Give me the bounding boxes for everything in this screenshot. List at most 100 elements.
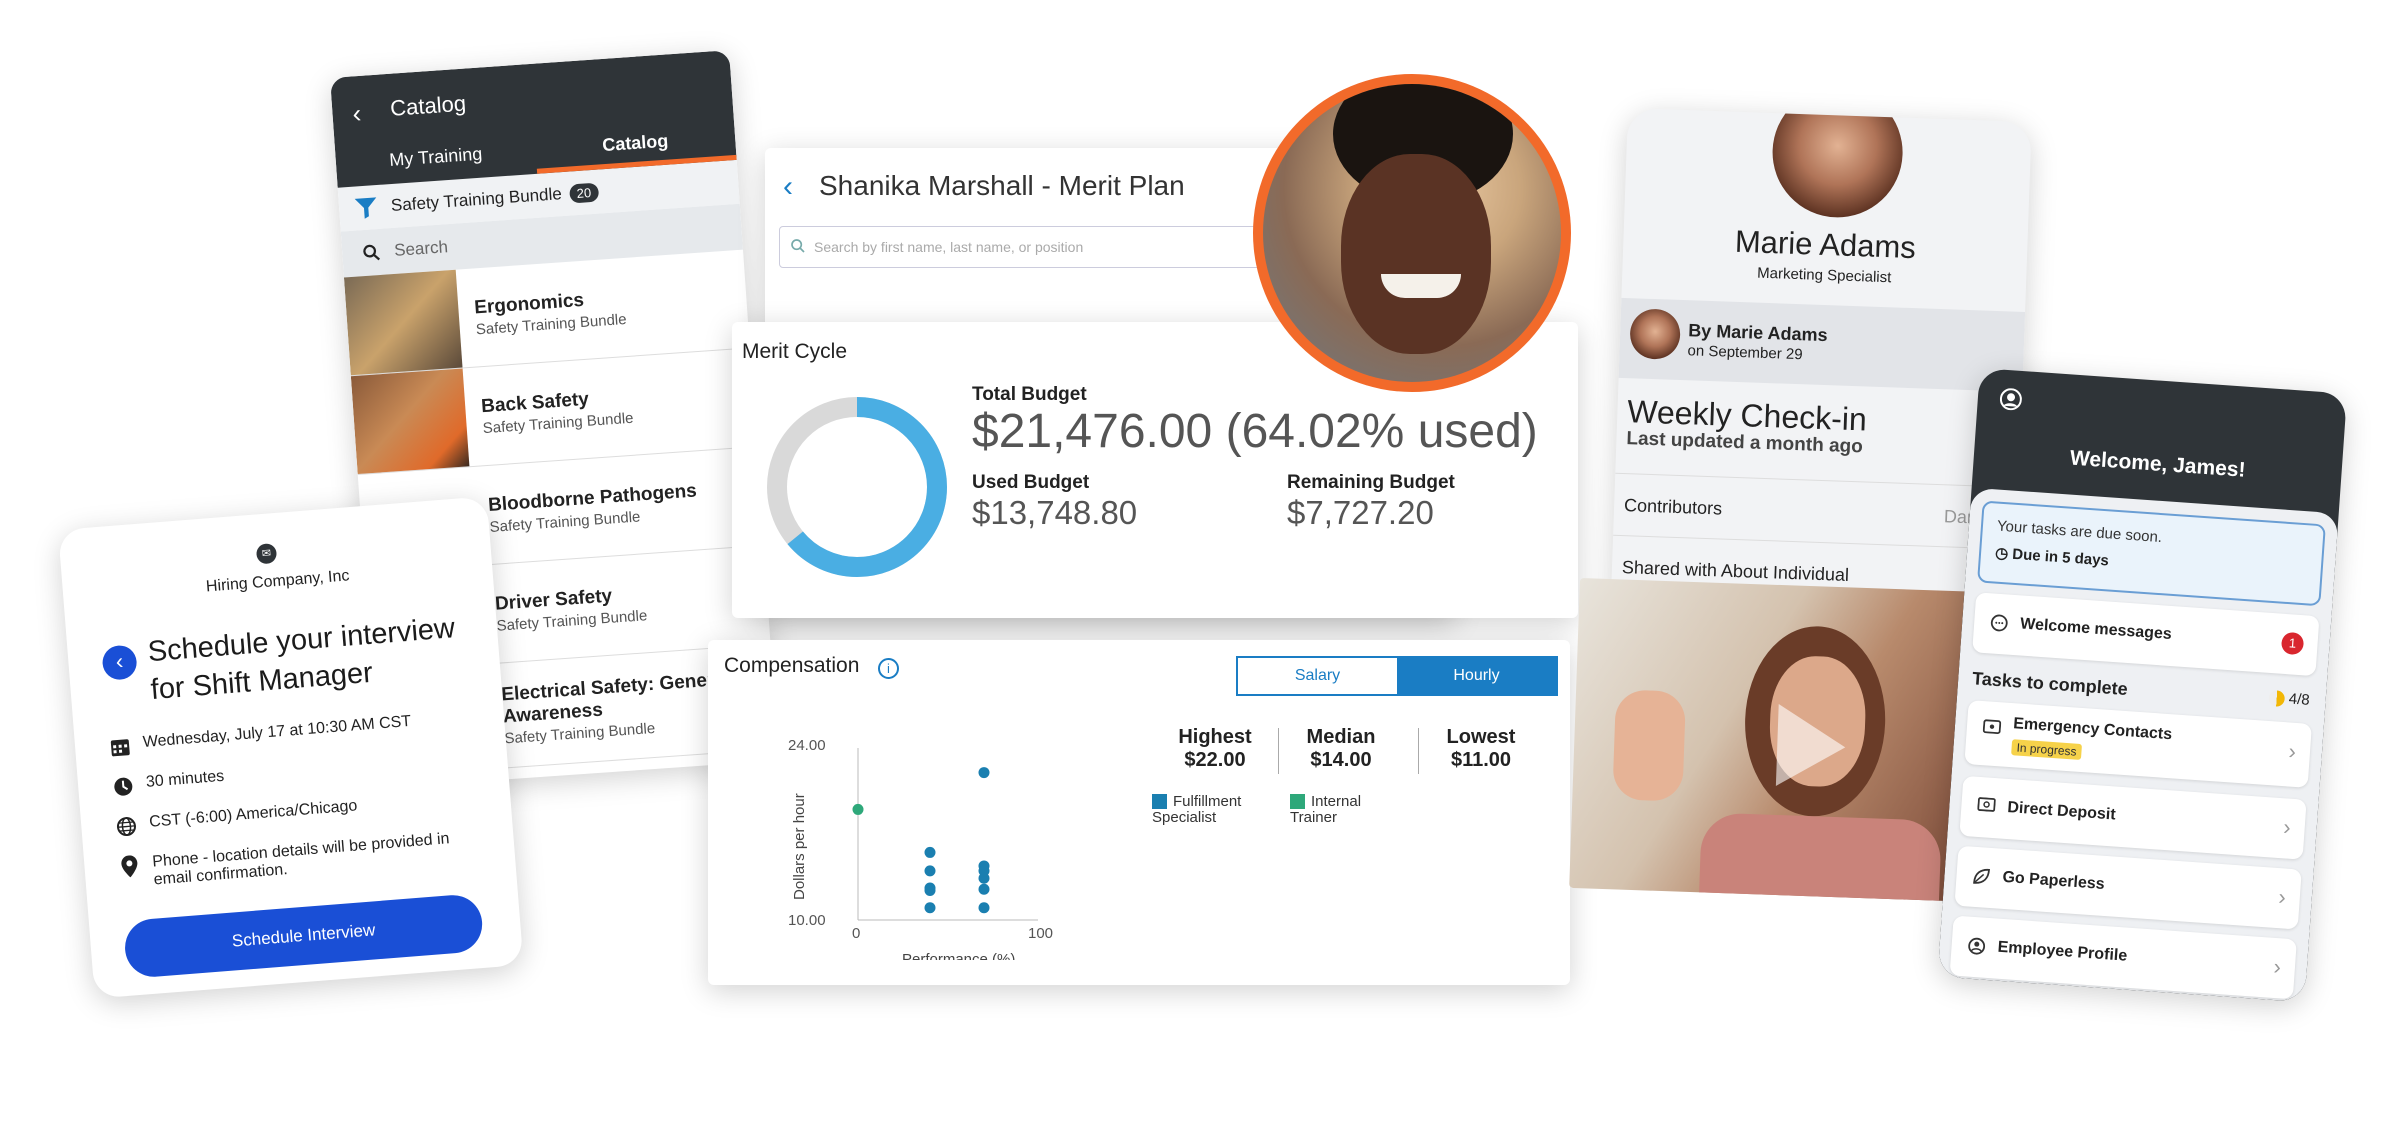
back-button[interactable]: ‹ xyxy=(101,644,138,681)
tasks-title: Tasks to complete xyxy=(1971,668,2129,700)
used-percentage: (64.02% used) xyxy=(1225,405,1538,458)
chevron-right-icon: › xyxy=(2277,884,2287,910)
page-title: Shanika Marshall - Merit Plan xyxy=(819,170,1185,201)
tile-label: Go Paperless xyxy=(2001,868,2106,893)
employee-portrait-photo xyxy=(1253,74,1571,392)
task-tile[interactable]: Direct Deposit › xyxy=(1959,775,2307,860)
welcome-messages-tile[interactable]: Welcome messages 1 xyxy=(1972,592,2320,677)
filter-count-badge: 20 xyxy=(569,182,599,204)
scatter-point xyxy=(852,803,864,815)
message-count-badge: 1 xyxy=(2280,631,2305,656)
stat-lowest: Lowest $11.00 xyxy=(1426,726,1536,772)
tile-label: Welcome messages xyxy=(2019,615,2173,643)
chevron-right-icon: › xyxy=(2287,738,2297,764)
globe-icon xyxy=(115,815,139,839)
x-tick-label: 0 xyxy=(852,925,860,942)
total-budget-amount: $21,476.00 xyxy=(972,405,1213,458)
tile-label: Direct Deposit xyxy=(2006,799,2117,824)
user-circle-icon[interactable] xyxy=(1999,387,2022,411)
schedule-interview-button[interactable]: Schedule Interview xyxy=(122,893,485,979)
y-axis-label: Dollars per hour xyxy=(791,793,808,900)
tasks-progress-text: 4/8 xyxy=(2288,690,2311,709)
stat-value: $14.00 xyxy=(1310,749,1372,771)
search-icon xyxy=(363,244,381,261)
total-budget-value: $21,476.00 (64.02% used) xyxy=(972,404,1538,459)
scatter-point xyxy=(924,865,936,877)
divider xyxy=(1418,728,1419,774)
chat-bubble-icon xyxy=(1990,613,2009,632)
chevron-left-icon[interactable]: ‹ xyxy=(783,170,793,203)
clock-icon xyxy=(112,775,136,799)
catalog-search-input[interactable]: Search xyxy=(340,203,743,278)
task-tile[interactable]: Emergency Contacts In progress › xyxy=(1964,700,2312,788)
company-name: Hiring Company, Inc xyxy=(205,567,351,596)
stat-median: Median $14.00 xyxy=(1286,726,1396,772)
schedule-interview-card: ✉ Hiring Company, Inc ‹ Schedule your in… xyxy=(58,496,524,999)
scatter-chart: 24.00 10.00 0 100 Performance (%) Dollar… xyxy=(788,737,1053,960)
remaining-budget-label: Remaining Budget xyxy=(1287,472,1455,493)
funnel-icon xyxy=(354,197,377,219)
chevron-right-icon: › xyxy=(2272,953,2282,980)
budget-donut-chart xyxy=(767,397,947,577)
back-safety-thumbnail xyxy=(350,368,470,475)
status-badge: In progress xyxy=(2011,739,2083,760)
due-text: Your tasks are due soon. xyxy=(1996,517,2163,547)
stat-highest: Highest $22.00 xyxy=(1160,726,1270,772)
filter-label: Safety Training Bundle xyxy=(390,184,563,216)
legend-item: Fulfillment Specialist xyxy=(1152,794,1272,826)
search-placeholder: Search by first name, last name, or posi… xyxy=(814,239,1084,255)
chevron-left-icon[interactable]: ‹ xyxy=(351,97,363,129)
interview-date: Wednesday, July 17 at 10:30 AM CST xyxy=(142,712,412,751)
compensation-card: Compensation i Salary Hourly 24.00 10.00… xyxy=(708,640,1570,985)
legend-swatch xyxy=(1152,794,1167,809)
divider xyxy=(1278,728,1279,774)
chevron-left-icon: ‹ xyxy=(114,648,125,674)
legend-label: Fulfillment Specialist xyxy=(1152,793,1242,826)
stat-label: Highest xyxy=(1178,726,1252,748)
scatter-point xyxy=(924,902,936,914)
scatter-point xyxy=(978,902,990,914)
pay-type-toggle: Salary Hourly xyxy=(1236,656,1558,696)
scatter-point xyxy=(924,885,936,897)
welcome-title: Welcome, James! xyxy=(2069,446,2247,482)
chevron-right-icon: › xyxy=(2282,814,2292,840)
x-tick-label: 100 xyxy=(1028,925,1053,942)
welcome-video[interactable] xyxy=(1569,578,1972,902)
salary-toggle-button[interactable]: Salary xyxy=(1294,667,1341,684)
scatter-point xyxy=(978,883,990,895)
filter-bar[interactable]: Safety Training Bundle 20 xyxy=(337,159,740,232)
legend-label: Internal Trainer xyxy=(1290,793,1362,826)
map-pin-icon xyxy=(118,855,142,879)
legend-item: Internal Trainer xyxy=(1290,794,1390,826)
stat-label: Median xyxy=(1306,726,1376,748)
total-budget-label: Total Budget xyxy=(972,384,1087,405)
info-icon[interactable]: i xyxy=(878,658,899,679)
compensation-title: Compensation xyxy=(724,654,860,677)
due-in: ◷ Due in 5 days xyxy=(1995,544,2110,570)
search-input[interactable]: Search by first name, last name, or posi… xyxy=(779,226,1285,268)
interview-duration: 30 minutes xyxy=(145,767,225,791)
interview-location: Phone - location details will be provide… xyxy=(151,830,451,889)
play-icon[interactable] xyxy=(1768,700,1851,793)
task-tile[interactable]: Go Paperless › xyxy=(1954,845,2302,930)
contributors-label: Contributors xyxy=(1623,495,1723,519)
catalog-card: ‹ Catalog My Training Catalog Safety Tra… xyxy=(330,50,779,789)
bank-note-icon xyxy=(1977,797,1996,816)
y-tick-label: 10.00 xyxy=(788,912,826,929)
stat-value: $11.00 xyxy=(1450,749,1512,771)
welcome-body: Your tasks are due soon. ◷ Due in 5 days… xyxy=(1937,487,2339,1003)
stat-label: Lowest xyxy=(1446,726,1516,748)
avatar xyxy=(1770,108,1905,220)
merit-cycle-title: Merit Cycle xyxy=(742,340,848,363)
ergonomics-thumbnail xyxy=(343,269,463,376)
x-axis-label: Performance (%) xyxy=(902,951,1015,960)
hourly-toggle-button[interactable]: Hourly xyxy=(1397,658,1556,694)
scatter-point xyxy=(978,767,990,779)
stat-value: $22.00 xyxy=(1184,749,1246,771)
donut-used xyxy=(767,397,947,577)
due-in-text: Due in 5 days xyxy=(2011,545,2110,570)
tasks-progress: 4/8 xyxy=(2268,689,2310,709)
task-tile[interactable]: Employee Profile › xyxy=(1949,915,2297,1000)
due-soon-banner: Your tasks are due soon. ◷ Due in 5 days xyxy=(1977,500,2326,607)
search-placeholder: Search xyxy=(393,237,449,260)
